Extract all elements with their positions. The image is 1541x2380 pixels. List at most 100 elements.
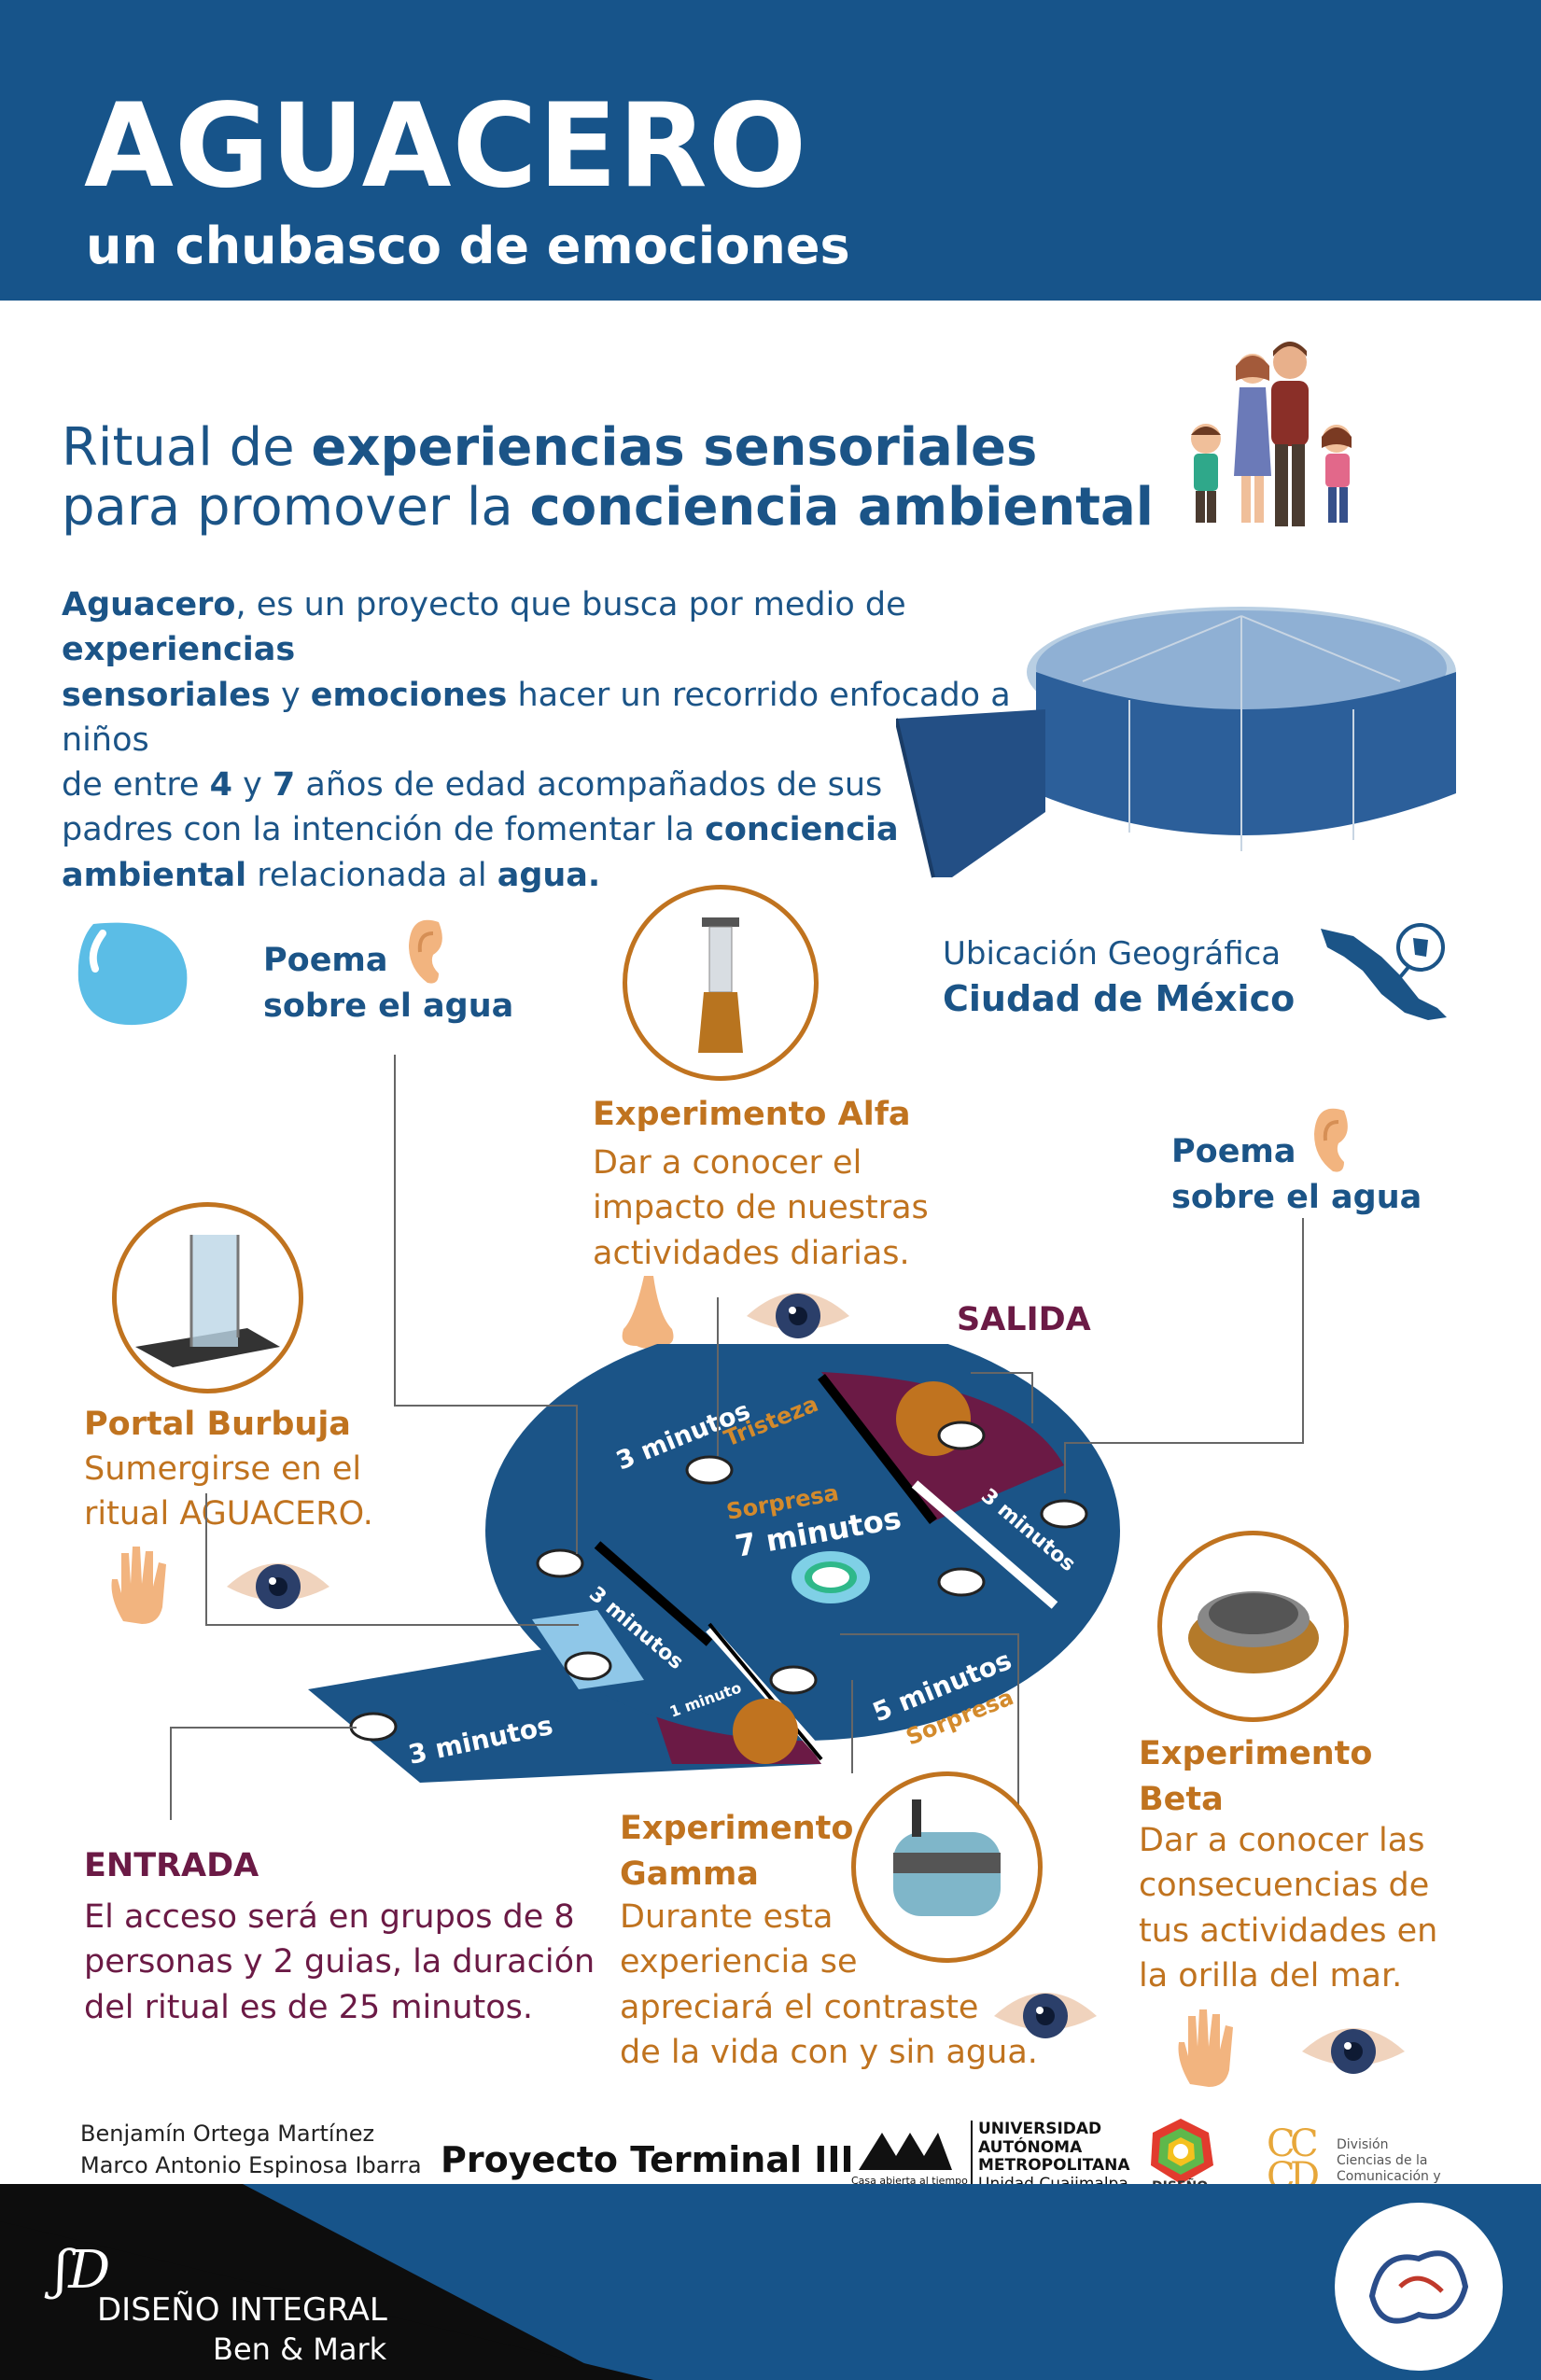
desc-strong: 7 [272, 766, 296, 805]
beta-desc-line: tus actividades en [1139, 1911, 1438, 1950]
desc-text: hacer un recorrido enfocado a niños [62, 676, 1011, 759]
mexico-map-icon [1321, 923, 1447, 1020]
uam-line: AUTÓNOMA [978, 2137, 1083, 2157]
desc-text: relacionada al [246, 856, 497, 894]
leader-line [1064, 1442, 1304, 1444]
brand-line-1: DISEÑO INTEGRAL [97, 2291, 387, 2329]
nose-icon [622, 1276, 674, 1349]
entrada-desc-line: El acceso será en grupos de 8 [84, 1898, 575, 1936]
dccd-logo: C C C D [1267, 2122, 1320, 2193]
entrada-desc-line: personas y 2 guias, la duración [84, 1943, 595, 1981]
portal-title: Portal Burbuja [84, 1406, 351, 1443]
family-illustration [1191, 342, 1352, 526]
diseno-logo [1151, 2119, 1213, 2184]
alfa-desc-line: Dar a conocer el [593, 1144, 862, 1182]
water-drop-icon [77, 922, 188, 1026]
desc-text: de entre [62, 766, 210, 805]
intro-text: para promover la [62, 477, 530, 538]
intro-highlight: experiencias sensoriales [311, 417, 1038, 478]
desc-strong: Aguacero [62, 586, 236, 623]
hand-icon [111, 1547, 166, 1624]
beta-title-line: Beta [1139, 1781, 1224, 1818]
dccd-line: Comunicación y [1337, 2168, 1441, 2184]
leader-line [840, 1633, 1017, 1635]
author-name: Marco Antonio Espinosa Ibarra [80, 2151, 422, 2178]
intro-line-1: Ritual de experiencias sensoriales [62, 417, 1038, 478]
leader-line [717, 1297, 719, 1456]
footer-bar [0, 2184, 1541, 2380]
alfa-description: Dar a conocer el impacto de nuestras act… [593, 1141, 929, 1276]
alfa-sculpture-icon [698, 917, 743, 1053]
poema-left-line1: Poema [263, 942, 388, 979]
leader-line [394, 1055, 396, 1405]
leader-line [170, 1727, 172, 1820]
uam-logo [859, 2133, 952, 2170]
leader-line [1031, 1372, 1033, 1423]
beta-pool-icon [1188, 1591, 1319, 1673]
location-label: Ubicación Geográfica [943, 935, 1282, 973]
leader-line [170, 1727, 357, 1729]
desc-strong: sensoriales [62, 676, 271, 714]
intro-text: Ritual de [62, 417, 312, 478]
leader-line [1017, 1633, 1019, 1820]
eye-icon [227, 1563, 329, 1609]
desc-strong: 4 [209, 766, 232, 805]
portal-image-circle [112, 1202, 303, 1393]
leader-line [851, 1680, 853, 1773]
poema-right-line1: Poema [1171, 1133, 1296, 1170]
header-banner [0, 0, 1541, 301]
project-title: Proyecto Terminal III [441, 2139, 854, 2180]
alfa-desc-line: actividades diarias. [593, 1234, 910, 1272]
desc-strong: conciencia [705, 811, 899, 849]
uam-name: UNIVERSIDAD AUTÓNOMA METROPOLITANA Unida… [971, 2120, 1130, 2194]
beta-desc-line: Dar a conocer las [1139, 1822, 1425, 1859]
leader-line [971, 1372, 1033, 1374]
page-title: AGUACERO [84, 79, 808, 214]
beta-desc-line: la orilla del mar. [1139, 1956, 1403, 1995]
desc-text: , es un proyecto que busca por medio de [235, 586, 906, 623]
leader-line [205, 1493, 207, 1624]
location-city: Ciudad de México [943, 978, 1296, 1019]
description-paragraph: Aguacero, es un proyecto que busca por m… [62, 582, 1107, 898]
leader-line [1064, 1442, 1066, 1493]
gamma-title-line: Gamma [620, 1855, 759, 1893]
desc-text: años de edad acompañados de sus [295, 766, 883, 805]
ritual-floor-plan: 3 minutos Tristeza Sorpresa 7 minutos 3 … [308, 1344, 1120, 1783]
poema-right-line2: sobre el agua [1171, 1179, 1422, 1216]
alfa-title: Experimento Alfa [593, 1096, 911, 1133]
author-name: Benjamín Ortega Martínez [80, 2121, 375, 2147]
brand-mark-icon: ʃD [54, 2240, 111, 2301]
gamma-desc-line: experiencia se [620, 1943, 858, 1981]
leader-line [576, 1405, 578, 1554]
uam-motto: Casa abierta al tiempo [851, 2175, 968, 2187]
eye-icon [1302, 2028, 1405, 2074]
gamma-helmet-icon [893, 1799, 1001, 1916]
portal-bubble-icon [135, 1235, 280, 1367]
gamma-description: Durante esta experiencia se apreciará el… [620, 1895, 1038, 2075]
page-subtitle: un chubasco de emociones [86, 217, 850, 275]
leader-line [394, 1405, 576, 1407]
eye-icon [747, 1293, 849, 1338]
hand-icon [1178, 2009, 1233, 2087]
portal-desc-line: ritual AGUACERO. [84, 1495, 373, 1533]
beta-title: Experimento Beta [1139, 1731, 1372, 1823]
ear-icon [409, 919, 442, 984]
beta-desc-line: consecuencias de [1139, 1867, 1430, 1905]
desc-text: y [270, 676, 311, 714]
gamma-desc-line: apreciará el contraste [620, 1988, 979, 2026]
brand-line-2: Ben & Mark [213, 2331, 387, 2367]
alfa-desc-line: impacto de nuestras [593, 1189, 929, 1227]
gamma-image-circle [851, 1771, 1043, 1963]
desc-text: padres con la intención de fomentar la [62, 811, 706, 849]
desc-strong: agua. [497, 856, 601, 894]
desc-strong: ambiental [62, 856, 247, 894]
entrada-description: El acceso será en grupos de 8 personas y… [84, 1895, 595, 2030]
poema-right-label: Poema sobre el agua [1171, 1129, 1422, 1221]
dome-structure-illustration [896, 607, 1456, 878]
svg-text:C: C [1290, 2122, 1319, 2165]
portal-description: Sumergirse en el ritual AGUACERO. [84, 1447, 373, 1537]
uam-line: UNIVERSIDAD [978, 2120, 1102, 2138]
dccd-line: División [1337, 2137, 1389, 2152]
eye-icon [994, 1993, 1097, 2038]
ear-icon [1314, 1108, 1348, 1172]
